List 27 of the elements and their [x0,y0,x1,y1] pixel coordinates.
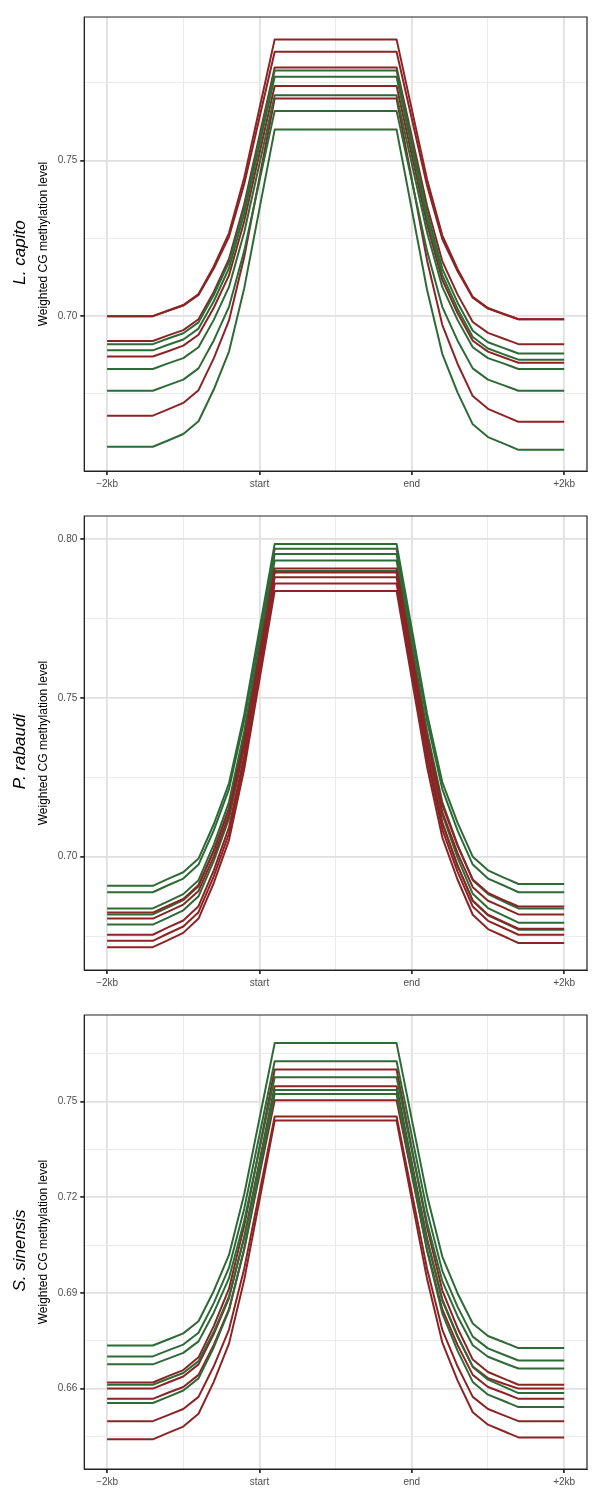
x-tick-label: +2kb [553,477,576,489]
text: L. capito [9,220,29,285]
y-tick-label: 0.70 [57,309,78,321]
x-tick-label: start [249,477,270,489]
x-tick-label: end [403,976,421,988]
x-tick-label: end [403,1475,421,1487]
x-tick-label: −2kb [96,477,119,489]
y-tick-label: 0.75 [57,1095,78,1107]
x-tick-label: start [249,976,270,988]
x-tick-label: +2kb [553,1475,576,1487]
x-tick-label: end [403,477,421,489]
y-tick-label: 0.70 [57,850,78,862]
text: P. rabaudi [9,712,29,790]
y-tick-label: 0.66 [57,1382,78,1394]
text: S. sinensis [9,1208,29,1292]
y-axis-title: Weighted CG methylation level [35,660,50,826]
x-tick-label: −2kb [96,976,119,988]
y-axis-title: Weighted CG methylation level [35,1159,50,1325]
y-tick-label: 0.75 [57,691,78,703]
y-tick-label: 0.75 [57,154,78,166]
y-tick-label: 0.72 [57,1190,78,1202]
y-tick-label: 0.69 [57,1286,78,1298]
x-tick-label: start [249,1475,270,1487]
y-axis-title: Weighted CG methylation level [35,161,50,327]
x-tick-label: +2kb [553,976,576,988]
y-tick-label: 0.80 [57,532,78,544]
x-tick-label: −2kb [96,1475,119,1487]
